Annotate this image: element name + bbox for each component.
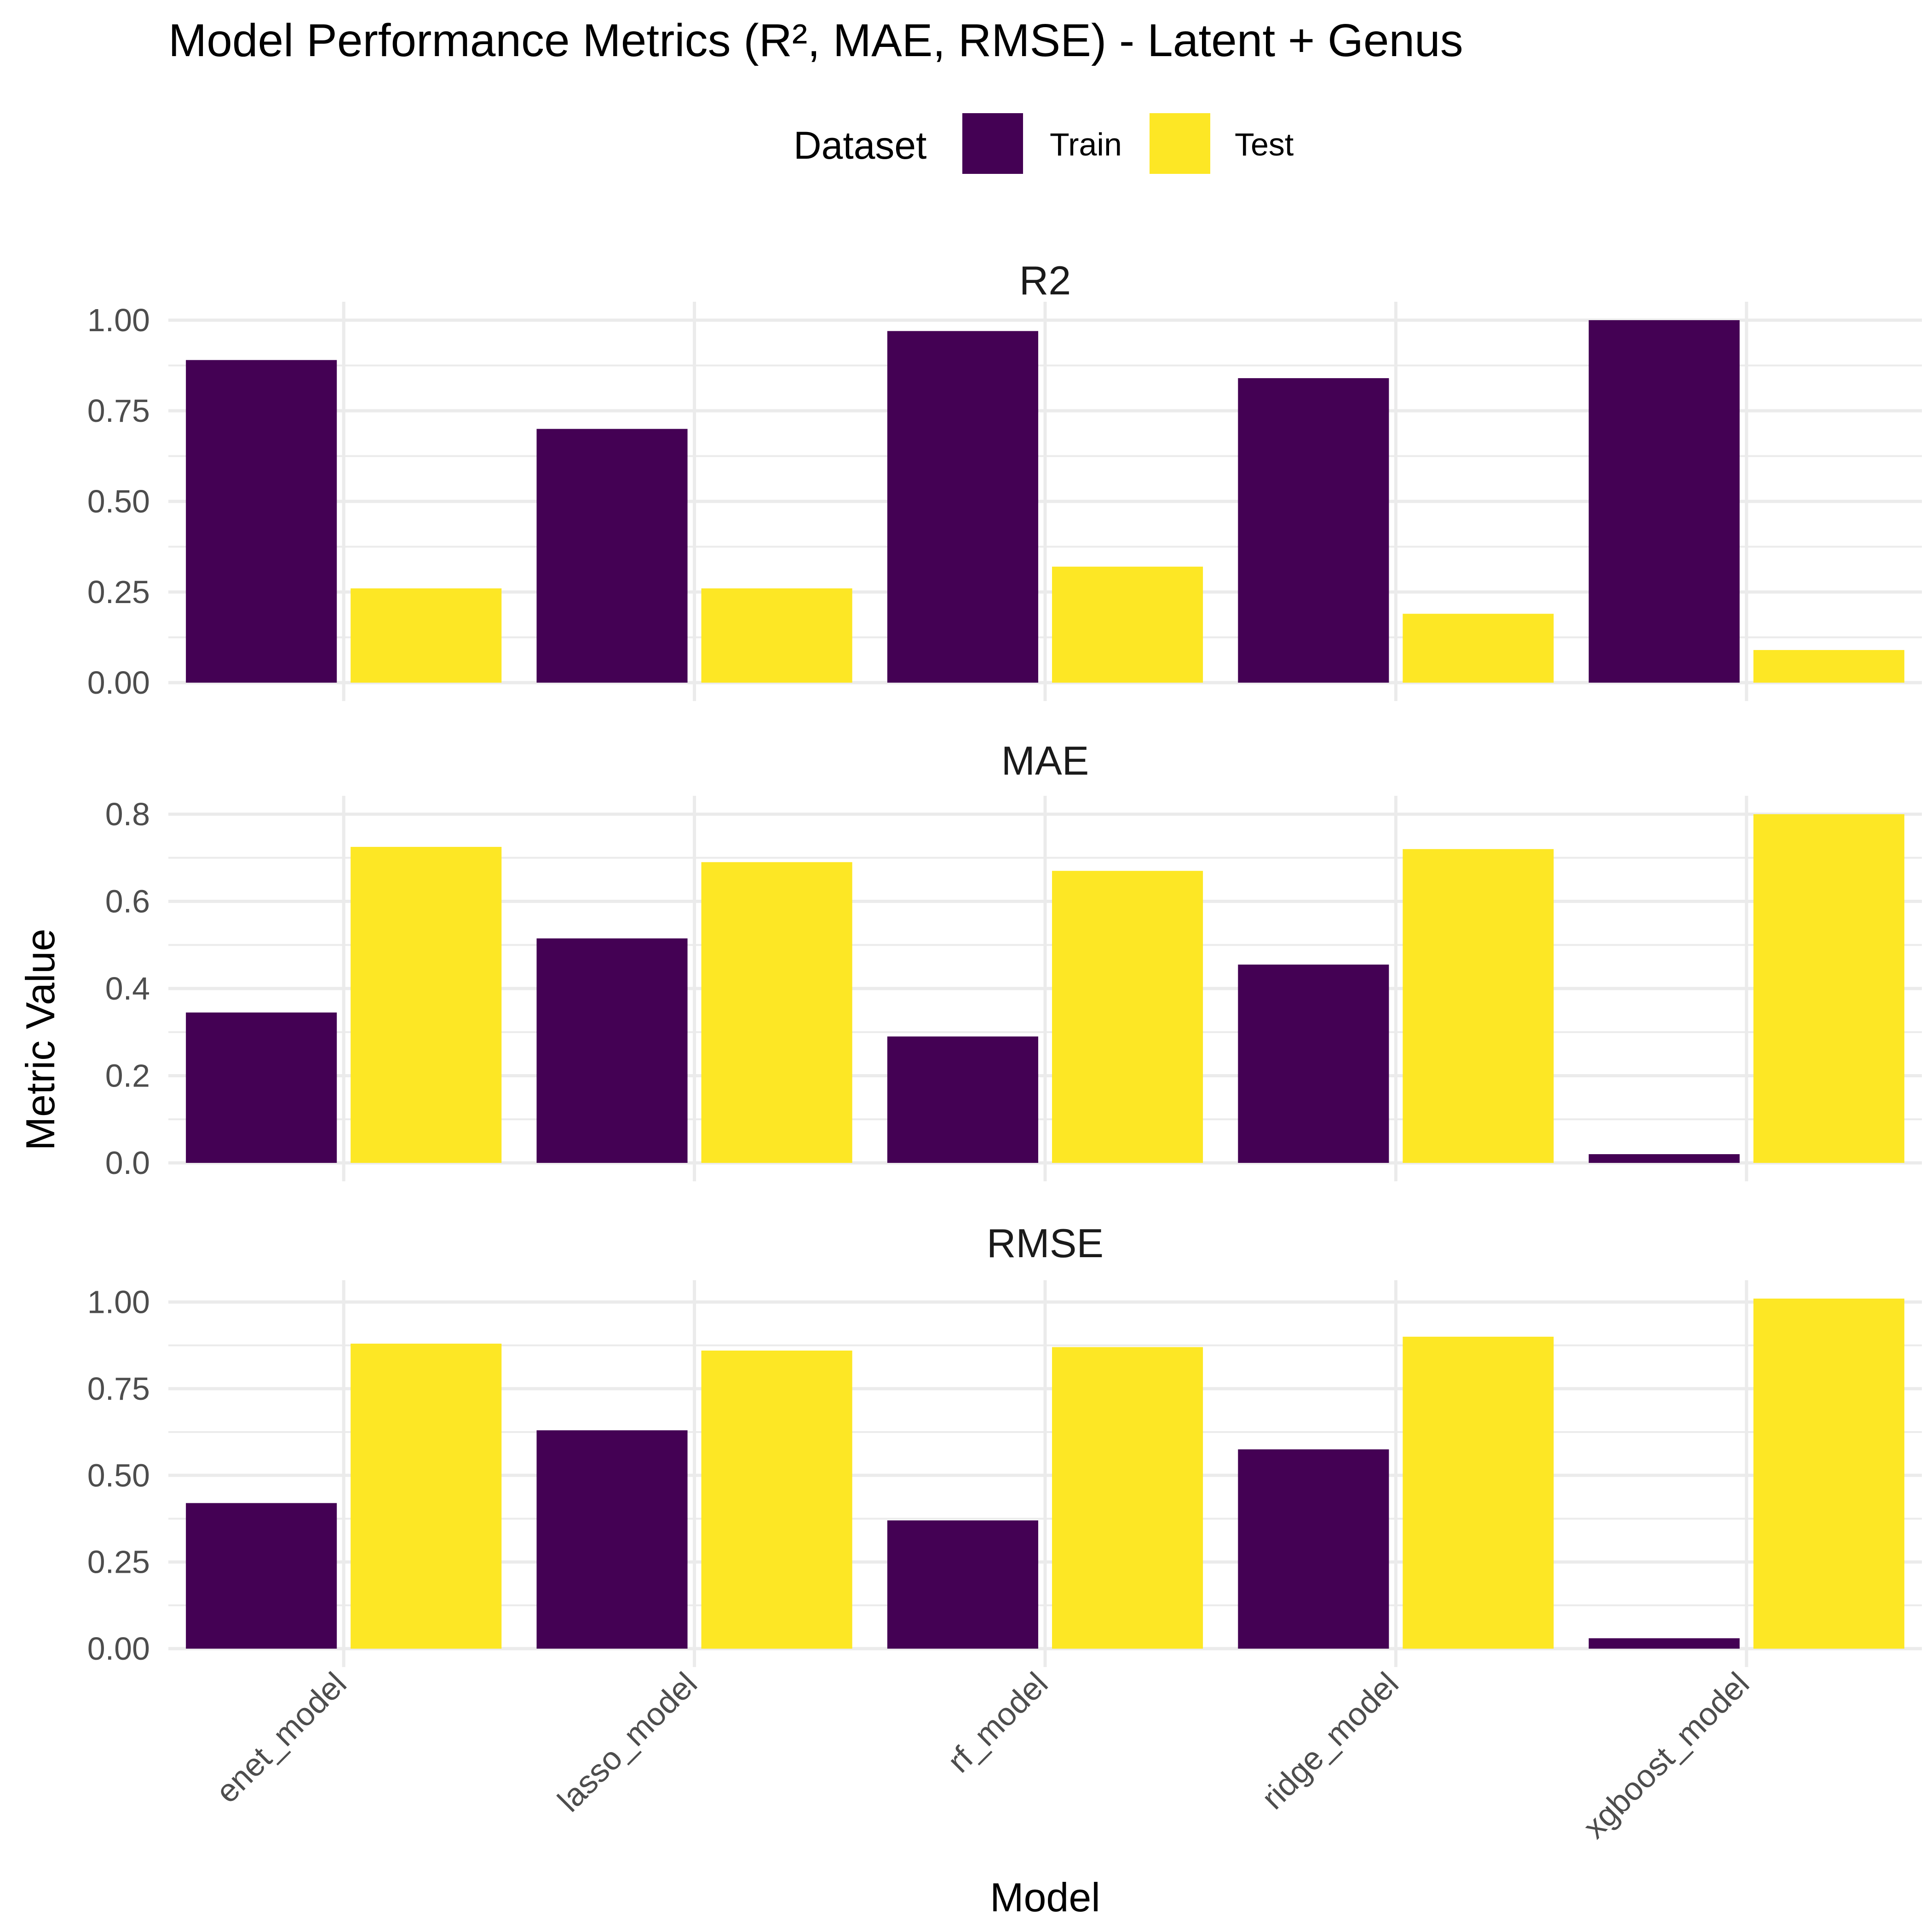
bar-train-rf_model (887, 1036, 1038, 1163)
x-tick-label: xgboost_model (1576, 1665, 1756, 1845)
y-axis-title: Metric Value (17, 929, 63, 1151)
bar-train-enet_model (186, 360, 337, 683)
bar-test-xgboost_model (1753, 1299, 1904, 1649)
bar-test-lasso_model (701, 1351, 852, 1649)
bar-train-ridge_model (1238, 378, 1389, 683)
x-axis-title: Model (990, 1874, 1100, 1920)
bar-test-xgboost_model (1753, 814, 1904, 1163)
legend-swatch-train (962, 113, 1023, 174)
bar-train-xgboost_model (1588, 1154, 1740, 1163)
bar-train-xgboost_model (1588, 1638, 1740, 1649)
facet-strip-label: MAE (1001, 738, 1089, 783)
legend: Dataset Train Test (794, 113, 1294, 174)
y-tick-label: 0.2 (105, 1058, 150, 1094)
bar-train-enet_model (186, 1503, 337, 1649)
bar-train-ridge_model (1238, 964, 1389, 1163)
panel-rmse: RMSE 0.00 0.25 0.50 0.75 1.00 (87, 1220, 1922, 1667)
chart-title: Model Performance Metrics (R², MAE, RMSE… (168, 15, 1463, 66)
bar-train-lasso_model (536, 1430, 688, 1649)
bar-train-rf_model (887, 331, 1038, 683)
y-tick-label: 1.00 (87, 1284, 150, 1320)
bar-test-enet_model (351, 1343, 502, 1649)
bar-test-ridge_model (1403, 614, 1554, 683)
bar-test-ridge_model (1403, 1336, 1554, 1649)
bar-train-rf_model (887, 1520, 1038, 1649)
bar-test-ridge_model (1403, 849, 1554, 1163)
bar-train-enet_model (186, 1012, 337, 1163)
facet-strip-label: R2 (1019, 258, 1071, 303)
bar-test-lasso_model (701, 588, 852, 683)
panel-mae: MAE 0.0 0.2 0.4 0.6 0.8 (105, 738, 1922, 1181)
x-tick-label: rf_model (941, 1665, 1055, 1779)
legend-label-test: Test (1235, 126, 1294, 162)
bar-test-enet_model (351, 847, 502, 1163)
legend-title: Dataset (794, 124, 927, 167)
bar-train-lasso_model (536, 429, 688, 683)
bar-train-xgboost_model (1588, 320, 1740, 683)
y-tick-label: 1.00 (87, 302, 150, 338)
x-tick-label: lasso_model (551, 1665, 704, 1818)
y-tick-label: 0.4 (105, 971, 150, 1006)
bar-test-rf_model (1052, 566, 1203, 683)
y-tick-label: 0.6 (105, 884, 150, 920)
facet-strip-label: RMSE (987, 1220, 1104, 1266)
y-tick-label: 0.25 (87, 1544, 150, 1580)
x-tick-label: enet_model (209, 1665, 353, 1810)
legend-swatch-test (1150, 113, 1210, 174)
bar-test-lasso_model (701, 862, 852, 1163)
bar-test-rf_model (1052, 871, 1203, 1163)
y-tick-label: 0.8 (105, 796, 150, 832)
bar-train-lasso_model (536, 938, 688, 1163)
y-tick-label: 0.00 (87, 665, 150, 701)
bar-test-rf_model (1052, 1347, 1203, 1649)
legend-label-train: Train (1050, 126, 1122, 162)
y-tick-label: 0.0 (105, 1145, 150, 1181)
x-tick-label: ridge_model (1254, 1665, 1405, 1816)
y-tick-label: 0.75 (87, 1371, 150, 1407)
y-tick-label: 0.25 (87, 574, 150, 610)
y-tick-label: 0.00 (87, 1631, 150, 1667)
bar-train-ridge_model (1238, 1449, 1389, 1649)
y-tick-label: 0.50 (87, 1457, 150, 1493)
panel-r2: R2 0.00 0.25 0.50 0.75 1.00 (87, 258, 1922, 701)
y-tick-label: 0.75 (87, 393, 150, 429)
bar-test-xgboost_model (1753, 650, 1904, 683)
y-tick-label: 0.50 (87, 483, 150, 519)
facet-panels: R2 0.00 0.25 0.50 0.75 1.00 MAE 0.0 0.2 0.4 0.6 0.8… (87, 258, 1922, 1845)
bar-test-enet_model (351, 588, 502, 683)
